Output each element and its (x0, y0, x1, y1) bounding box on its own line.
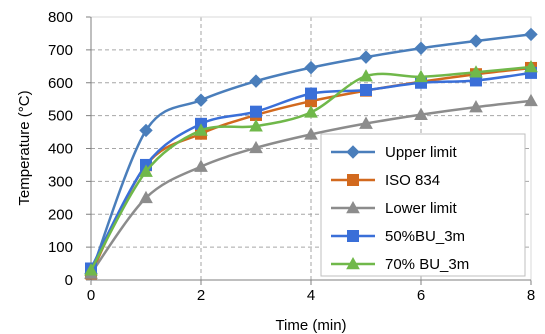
x-tick-label: 4 (307, 287, 315, 304)
triangle-marker (304, 105, 318, 118)
y-tick-labels: 0 100 200 300 400 500 600 700 800 (48, 9, 73, 289)
legend-entry: ISO 834 (331, 172, 440, 189)
triangle-marker (469, 65, 483, 78)
y-tick-label: 0 (65, 272, 73, 289)
triangle-marker (359, 116, 373, 129)
triangle-marker (84, 263, 98, 276)
axes (90, 17, 531, 281)
triangle-marker (359, 69, 373, 82)
square-marker (305, 87, 317, 100)
diamond-marker (194, 93, 208, 107)
legend-entry: Lower limit (331, 200, 458, 217)
triangle-marker (194, 123, 208, 136)
y-tick-label: 100 (48, 239, 73, 256)
triangle-marker (249, 119, 263, 132)
triangle-marker (139, 164, 153, 177)
legend-label: ISO 834 (385, 172, 440, 189)
y-tick-label: 800 (48, 9, 73, 26)
diamond-marker (249, 74, 263, 88)
y-tick-label: 500 (48, 108, 73, 125)
x-tick-label: 8 (527, 287, 535, 304)
triangle-marker (346, 256, 360, 270)
legend-label: 70% BU_3m (385, 256, 469, 273)
diamond-marker (139, 123, 153, 138)
legend-entry: 70% BU_3m (331, 256, 469, 273)
diamond-marker (359, 50, 373, 64)
series-70-bu-3m (84, 59, 538, 276)
x-tick-label: 6 (417, 287, 425, 304)
square-marker (347, 230, 359, 242)
triangle-marker (194, 159, 208, 172)
triangle-marker (249, 140, 263, 154)
triangle-marker (139, 190, 153, 204)
y-tick-label: 300 (48, 173, 73, 190)
square-marker (347, 174, 359, 186)
diamond-marker (524, 27, 538, 42)
triangle-marker (414, 69, 428, 83)
legend: Upper limit ISO 834 Lower limit 50%BU_3m 70%… (320, 133, 526, 277)
x-tick-label: 2 (197, 287, 205, 304)
legend-label: Upper limit (385, 144, 458, 161)
triangle-marker (304, 127, 318, 140)
diamond-marker (346, 145, 360, 159)
y-axis-label: Temperature (°C) (16, 90, 33, 205)
legend-entry: 50%BU_3m (331, 228, 465, 245)
diamond-marker (469, 34, 483, 48)
legend-label: 50%BU_3m (385, 228, 465, 245)
diamond-marker (414, 41, 428, 55)
triangle-marker (524, 59, 538, 73)
y-tick-label: 200 (48, 206, 73, 223)
y-tick-label: 700 (48, 42, 73, 59)
triangle-marker (346, 200, 360, 214)
triangle-marker (469, 100, 483, 113)
series-layer (84, 27, 538, 281)
legend-entry: Upper limit (331, 144, 458, 161)
x-axis-label: Time (min) (275, 317, 346, 334)
square-marker (250, 105, 262, 118)
diamond-marker (304, 60, 318, 75)
x-tick-labels: 0 2 4 6 8 (87, 287, 535, 304)
y-tick-label: 400 (48, 141, 73, 158)
triangle-marker (414, 107, 428, 120)
series-lower-limit (84, 93, 538, 279)
y-tick-label: 600 (48, 75, 73, 92)
legend-label: Lower limit (385, 200, 458, 217)
triangle-marker (524, 93, 538, 107)
x-tick-label: 0 (87, 287, 95, 304)
square-marker (360, 83, 372, 96)
